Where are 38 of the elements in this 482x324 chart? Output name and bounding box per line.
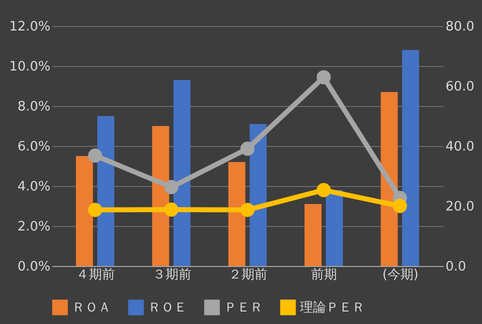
x-tick-label: (今期)	[382, 268, 418, 282]
y-tick-label: 6.0%	[17, 140, 50, 154]
y2-tick-label: 40.0	[446, 140, 474, 154]
x-tick-label: ４期前	[76, 268, 116, 282]
x-tick-label: 前期	[311, 268, 338, 282]
bar	[380, 92, 398, 266]
bar	[304, 204, 322, 266]
point	[164, 202, 178, 217]
y2-tick-label: 80.0	[446, 20, 474, 34]
legend-label: ＲＯＥ	[148, 300, 187, 316]
point	[316, 183, 331, 198]
y-tick-label: 0.0%	[17, 260, 50, 274]
point	[316, 70, 331, 84]
y-tick-label: 10.0%	[9, 60, 50, 74]
x-tick-label: ２期前	[228, 268, 268, 282]
bar	[326, 190, 343, 266]
point	[88, 202, 102, 217]
point	[240, 142, 255, 156]
bar	[97, 116, 114, 266]
y-tick-label: 8.0%	[17, 100, 50, 114]
y-tick-label: 2.0%	[17, 220, 50, 234]
x-tick-label: ３期前	[152, 268, 192, 282]
y2-tick-label: 20.0	[446, 200, 474, 214]
legend-label: 理論ＰＥＲ	[300, 300, 365, 316]
point	[164, 180, 178, 194]
point	[88, 148, 102, 163]
point	[240, 202, 255, 217]
y2-tick-label: 60.0	[446, 80, 474, 94]
y-tick-label: 4.0%	[17, 180, 50, 194]
bar	[76, 156, 93, 266]
point	[392, 198, 407, 214]
legend-label: ＲＯＡ	[72, 300, 111, 316]
y2-tick-label: 0.0	[446, 260, 466, 274]
bar	[402, 50, 420, 266]
legend-label: ＰＥＲ	[224, 300, 263, 316]
bar	[173, 80, 190, 266]
bar	[228, 162, 246, 266]
y-tick-label: 12.0%	[9, 20, 50, 34]
